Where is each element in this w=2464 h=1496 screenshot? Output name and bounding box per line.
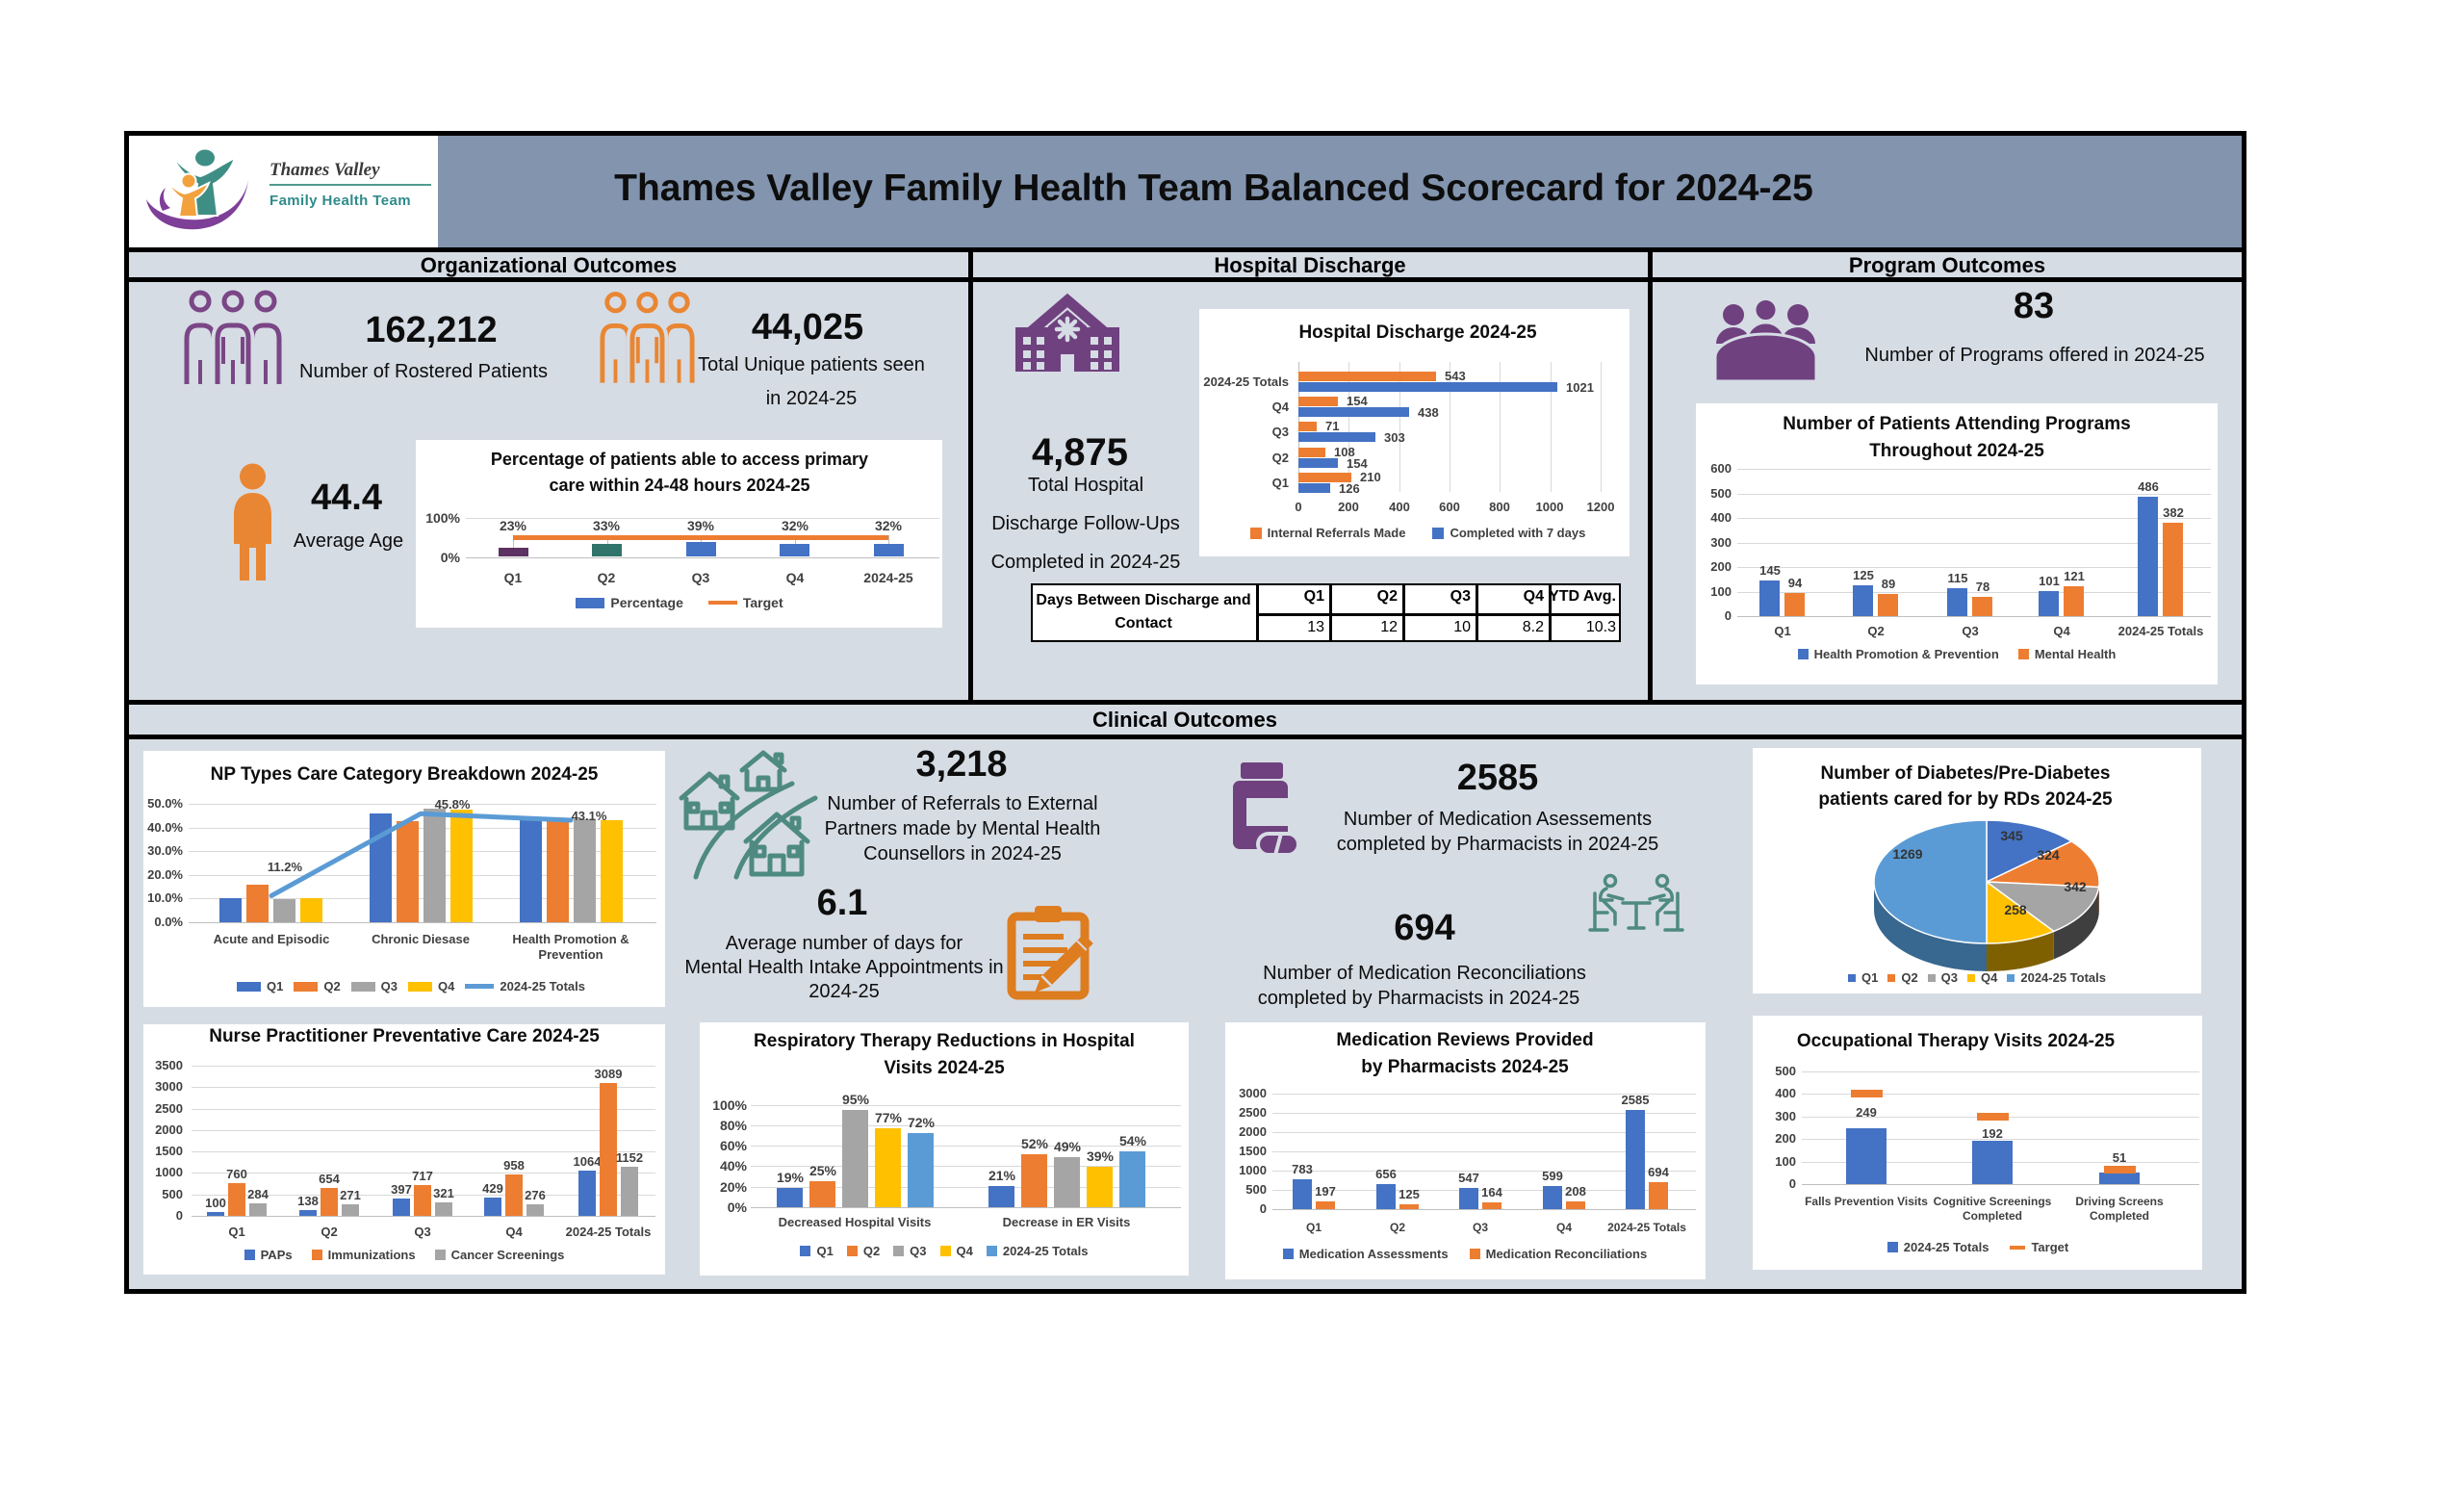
svg-text:Family Health Team: Family Health Team — [270, 193, 411, 209]
svg-text:Thames Valley: Thames Valley — [270, 160, 380, 180]
